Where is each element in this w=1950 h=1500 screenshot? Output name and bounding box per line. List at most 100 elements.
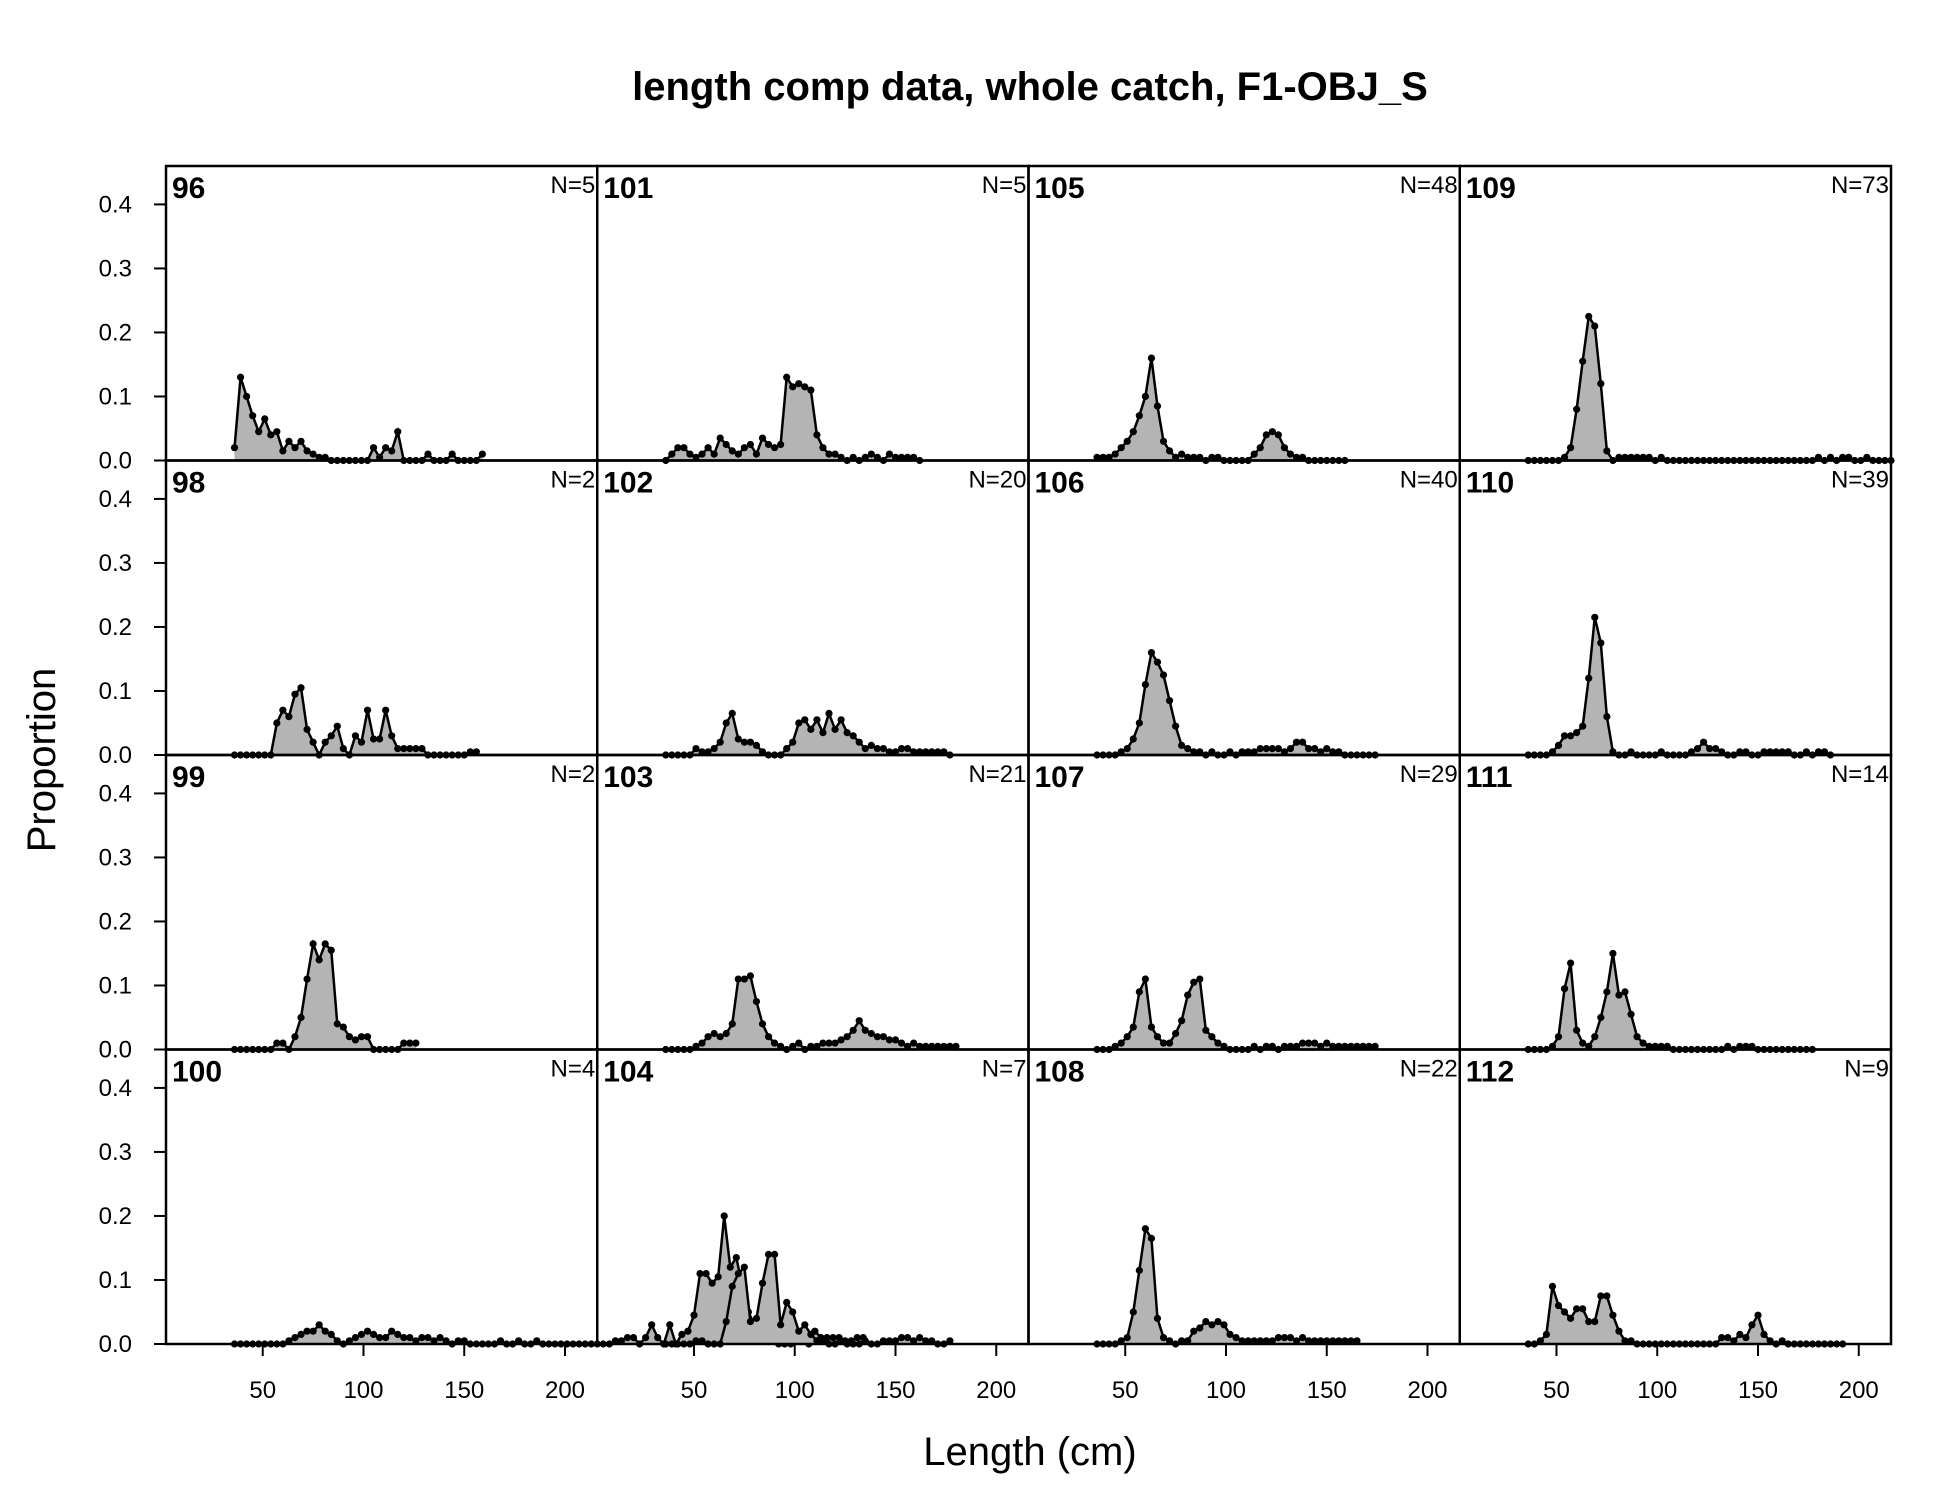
data-point [1298,1334,1307,1342]
data-point [1772,748,1780,756]
data-point [1585,1042,1593,1050]
data-point [1645,1042,1653,1050]
panel-frame [596,753,1030,1051]
data-point [861,453,869,461]
data-point [412,1039,420,1047]
data-point [454,1337,462,1345]
data-point [363,1033,372,1041]
data-point [897,1334,906,1342]
data-point [303,447,311,455]
data-point [460,1337,468,1345]
data-point [1250,450,1258,458]
data-point [1353,1337,1361,1345]
data-point [813,1337,821,1345]
y-tick-label: 0.0 [99,1037,132,1064]
x-tick-label: 150 [1307,1377,1347,1404]
data-point [376,735,384,743]
data-point [813,431,821,439]
panel-112: 112 N=9 50 100 150 200 [1458,1048,1893,1404]
panel-frame [1027,1048,1461,1346]
data-point [1548,1282,1557,1290]
data-point [678,1330,686,1338]
data-point [770,1250,779,1258]
data-point [1117,748,1125,756]
data-point [801,716,809,724]
data-point [940,1042,948,1050]
data-point [674,444,682,452]
data-point [916,748,924,756]
data-point [394,745,402,753]
sample-size-label: N=2 [551,761,596,788]
data-point [897,745,906,753]
data-point [351,1036,360,1044]
area-96 [234,377,483,461]
panel-label: 111 [1466,761,1513,794]
panel-label: 104 [603,1056,653,1089]
data-point [853,1334,861,1342]
data-point [740,975,748,983]
data-point [807,386,815,394]
data-point [1814,453,1823,461]
x-tick-label: 50 [681,1377,708,1404]
panel-110: 110 N=39 [1458,459,1893,759]
data-point [1591,322,1599,330]
data-point [740,738,748,746]
data-point [1585,1317,1593,1326]
data-point [831,450,839,458]
panel-label: 102 [603,467,653,500]
data-point [1627,453,1635,461]
data-point [770,1039,779,1047]
data-point [533,1337,541,1345]
x-tick-label: 200 [1839,1377,1879,1404]
data-point [1645,453,1653,461]
data-point [1214,1317,1222,1326]
data-point [1196,453,1204,461]
data-point [327,946,335,954]
panel-frame [1458,164,1893,462]
data-point [1305,1039,1313,1047]
data-point [801,1321,809,1329]
data-point [680,444,688,452]
data-point [885,1337,894,1345]
data-point [243,392,251,401]
data-point [1129,1308,1137,1316]
data-point [825,1039,833,1047]
data-point [430,1337,438,1345]
data-point [279,706,287,714]
data-point [764,440,773,449]
data-point [728,1020,736,1028]
data-point [910,453,918,461]
data-point [1748,1042,1756,1050]
data-point [849,732,857,740]
data-point [698,1337,706,1345]
data-point [376,453,384,461]
panel-108: 108 N=22 50 100 150 200 [1027,1048,1461,1404]
sample-size-label: N=22 [1400,1056,1458,1083]
data-point [1554,1301,1563,1310]
panel-103: 103 N=21 [596,753,1030,1054]
data-point [708,1279,716,1287]
data-point [903,1334,912,1342]
data-point [412,745,420,753]
data-point [732,1253,740,1262]
data-point [388,447,396,455]
data-point [1712,745,1720,753]
data-point [1172,1029,1180,1038]
panel-104: 104 N=7 50 100 150 200 [596,1048,1030,1404]
data-point [1718,748,1726,756]
data-point [1280,444,1289,452]
data-point [351,732,360,740]
data-point [1298,453,1307,461]
sample-size-label: N=73 [1831,172,1889,199]
data-point [928,1337,936,1345]
data-point [1256,745,1264,753]
data-point [1274,1334,1282,1342]
data-point [704,748,712,756]
panel-100: 100 N=4 0.0 0.1 0.2 0.3 0.4 50 100 150 200 [99,1048,867,1404]
data-point [623,1334,632,1342]
data-point [1159,1039,1168,1047]
data-point [783,745,791,753]
data-point [807,725,815,733]
data-point [291,444,299,452]
data-point [1687,748,1696,756]
